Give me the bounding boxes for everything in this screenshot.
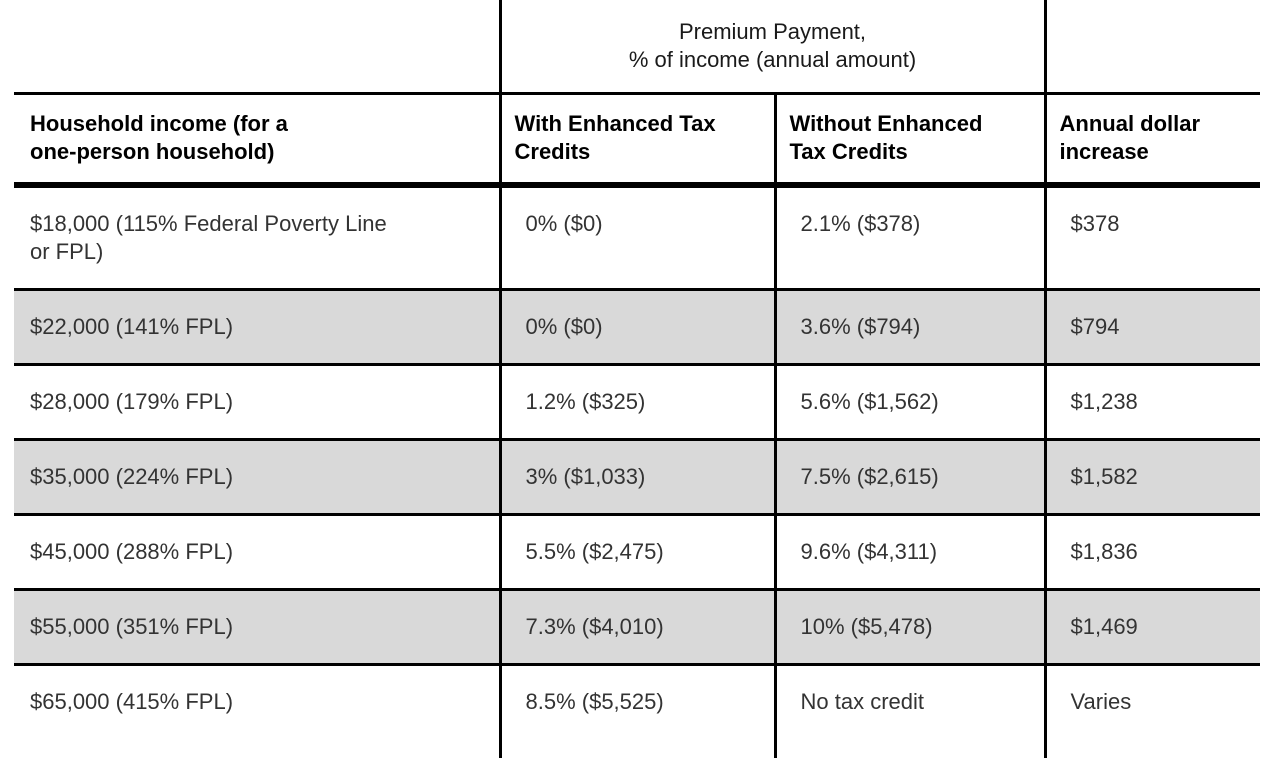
cell-without-credits: 9.6% ($4,311) [775,514,1047,591]
group-header-spacer-right [1045,0,1260,95]
table-row-28000: $28,000 (179% FPL) 1.2% ($325) 5.6% ($1,… [14,364,1260,441]
cell-without-credits: 7.5% ($2,615) [775,439,1047,516]
col-header-household-income: Household income (for a one-person house… [14,93,502,188]
cell-income: $65,000 (415% FPL) [14,664,502,758]
cell-income: $45,000 (288% FPL) [14,514,502,591]
cell-with-credits: 0% ($0) [500,289,777,366]
col-header-without-enhanced-tax-credits: Without Enhanced Tax Credits [775,93,1047,188]
group-header-title: Premium Payment, % of income (annual amo… [498,0,1047,95]
cell-without-credits: 2.1% ($378) [775,185,1047,291]
table-row-22000: $22,000 (141% FPL) 0% ($0) 3.6% ($794) $… [14,289,1260,366]
cell-with-credits: 7.3% ($4,010) [500,589,777,666]
cell-without-credits: 3.6% ($794) [775,289,1047,366]
cell-annual-increase: $1,582 [1045,439,1260,516]
table-row-35000: $35,000 (224% FPL) 3% ($1,033) 7.5% ($2,… [14,439,1260,516]
cell-income: $55,000 (351% FPL) [14,589,502,666]
col-header-annual-dollar-increase: Annual dollar increase [1045,93,1260,188]
cell-with-credits: 1.2% ($325) [500,364,777,441]
cell-annual-increase: $794 [1045,289,1260,366]
col-header-with-enhanced-tax-credits: With Enhanced Tax Credits [500,93,777,188]
cell-without-credits: No tax credit [775,664,1047,758]
cell-income: $22,000 (141% FPL) [14,289,502,366]
cell-without-credits: 10% ($5,478) [775,589,1047,666]
cell-income: $18,000 (115% Federal Poverty Line or FP… [14,185,502,291]
group-header-spacer-left [14,0,502,95]
cell-annual-increase: $378 [1045,185,1260,291]
cell-with-credits: 8.5% ($5,525) [500,664,777,758]
column-header-row: Household income (for a one-person house… [14,93,1260,188]
premium-payment-table: Premium Payment, % of income (annual amo… [14,0,1260,758]
group-header-row: Premium Payment, % of income (annual amo… [14,0,1260,95]
cell-income: $28,000 (179% FPL) [14,364,502,441]
cell-income: $35,000 (224% FPL) [14,439,502,516]
cell-annual-increase: Varies [1070,689,1132,714]
table-row-45000: $45,000 (288% FPL) 5.5% ($2,475) 9.6% ($… [14,514,1260,591]
table-row-55000: $55,000 (351% FPL) 7.3% ($4,010) 10% ($5… [14,589,1260,666]
cell-without-credits: 5.6% ($1,562) [775,364,1047,441]
table-row-18000: $18,000 (115% Federal Poverty Line or FP… [14,185,1260,291]
cell-annual-increase: $1,238 [1045,364,1260,441]
cell-annual-increase: $1,469 [1045,589,1260,666]
cell-annual-increase: $1,836 [1045,514,1260,591]
cell-with-credits: 0% ($0) [500,185,777,291]
table-row-65000: $65,000 (415% FPL) 8.5% ($5,525) No tax … [14,664,1260,758]
cell-with-credits: 3% ($1,033) [500,439,777,516]
cell-with-credits: 5.5% ($2,475) [500,514,777,591]
